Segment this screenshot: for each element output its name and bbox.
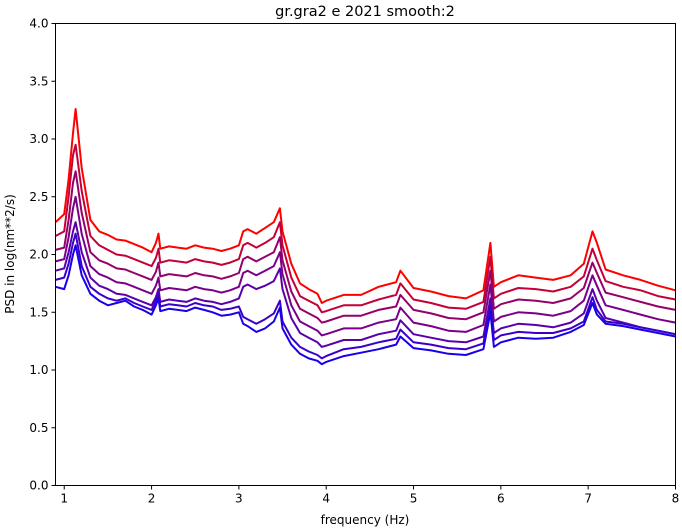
y-tick-label: 4.0 bbox=[29, 17, 48, 31]
series-line-3 bbox=[55, 170, 676, 324]
series-line-4 bbox=[55, 195, 676, 337]
x-tick-label: 3 bbox=[235, 492, 243, 506]
series-line-1 bbox=[54, 108, 676, 304]
y-tick-label: 2.0 bbox=[29, 248, 48, 262]
x-axis: 1 2 3 4 5 6 7 8 bbox=[60, 485, 680, 506]
series-layer bbox=[54, 108, 676, 366]
y-tick-label: 2.5 bbox=[29, 190, 48, 204]
x-axis-title: frequency (Hz) bbox=[321, 513, 410, 527]
x-tick-label: 2 bbox=[148, 492, 156, 506]
y-tick-label: 1.0 bbox=[29, 363, 48, 377]
series-line-7 bbox=[55, 244, 676, 366]
series-line-2 bbox=[55, 143, 676, 314]
y-tick-label: 3.5 bbox=[29, 74, 48, 88]
x-tick-label: 8 bbox=[672, 492, 680, 506]
y-tick-label: 0.5 bbox=[29, 421, 48, 435]
x-tick-label: 4 bbox=[322, 492, 330, 506]
y-axis: 0.0 0.5 1.0 1.5 2.0 2.5 3.0 3.5 4.0 bbox=[29, 17, 56, 493]
x-tick-label: 1 bbox=[60, 492, 68, 506]
x-tick-label: 7 bbox=[584, 492, 592, 506]
y-tick-label: 0.0 bbox=[29, 479, 48, 493]
x-tick-label: 5 bbox=[410, 492, 418, 506]
x-tick-label: 6 bbox=[497, 492, 505, 506]
y-tick-label: 1.5 bbox=[29, 305, 48, 319]
y-axis-title: PSD in log(nm**2/s) bbox=[3, 194, 17, 314]
series-line-5 bbox=[55, 221, 676, 348]
y-tick-label: 3.0 bbox=[29, 132, 48, 146]
chart-title: gr.gra2 e 2021 smooth:2 bbox=[275, 4, 455, 20]
